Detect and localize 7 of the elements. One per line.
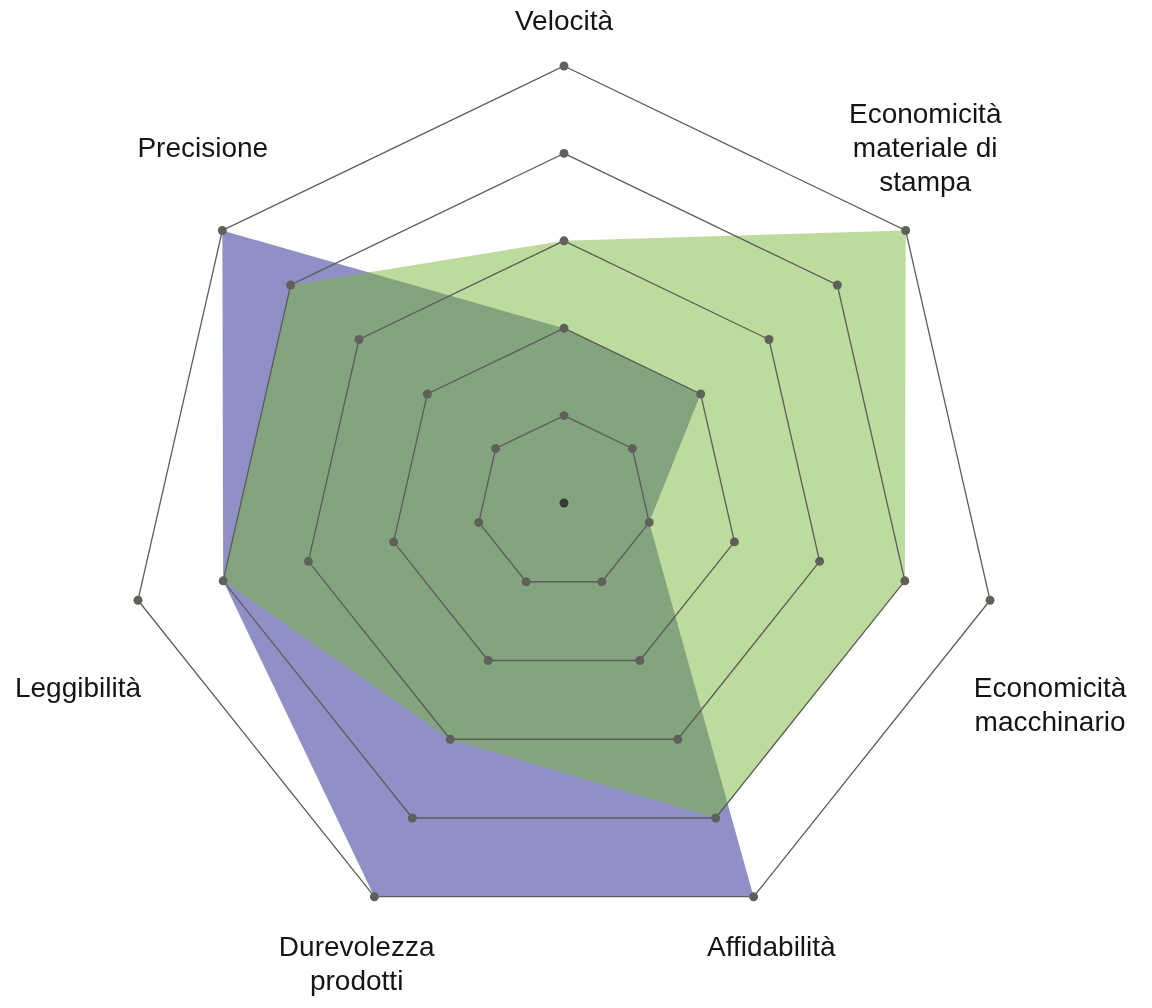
spoke-label: Precisione <box>137 131 269 163</box>
spoke-label: Leggibilità <box>14 672 142 704</box>
spoke-label: Economicità materiale di stampa <box>848 97 1002 197</box>
spoke-label: Affidabilità <box>706 930 837 962</box>
spoke-label: Velocità <box>514 5 614 36</box>
spoke-label: Durevolezza prodotti <box>278 930 435 996</box>
spoke-label: Economicità macchinario <box>973 672 1127 738</box>
